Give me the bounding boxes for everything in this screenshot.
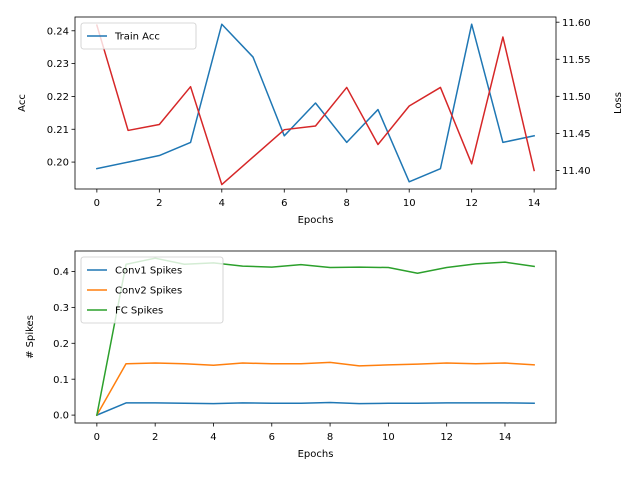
x-tick-label: 2 xyxy=(156,198,162,209)
x-tick-label: 10 xyxy=(382,432,395,443)
y-tick-label: 0.20 xyxy=(47,158,69,169)
x-tick-label: 8 xyxy=(327,432,333,443)
y-tick-label: 0.22 xyxy=(47,92,69,103)
x-tick-label: 14 xyxy=(528,198,541,209)
legend-entry: Train Acc xyxy=(114,32,160,43)
series-line-conv1-spikes xyxy=(95,401,535,417)
y2-tick-label: 11.55 xyxy=(562,55,591,66)
legend-box xyxy=(80,22,197,50)
legend: Conv1 Spikes Conv2 Spikes FC Spikes xyxy=(80,256,224,324)
x-tick-label: 4 xyxy=(210,432,216,443)
y2-tick-label: 11.50 xyxy=(562,92,591,103)
chart-2: 0 2 4 6 8 10 12 14 0.0 0.1 0.2 0.3 0.4 Epochs # Spikes… xyxy=(25,250,557,460)
y2-axis-label: Loss xyxy=(613,92,624,114)
x-axis-label: Epochs xyxy=(298,449,334,460)
x-tick-label: 0 xyxy=(94,198,100,209)
legend-entry: FC Spikes xyxy=(115,306,163,317)
plot-frame xyxy=(74,16,557,190)
legend: Train Acc xyxy=(80,22,197,50)
y2-tick-label: 11.45 xyxy=(562,129,591,140)
chart-1: 0 2 4 6 8 10 12 14 0.20 0.21 0.22 0.23 0.24 11.40 11.4… xyxy=(17,16,624,226)
y-tick-label: 0.1 xyxy=(53,375,69,386)
x-tick-label: 0 xyxy=(94,432,100,443)
x-tick-label: 2 xyxy=(152,432,158,443)
legend-box xyxy=(80,256,224,324)
series-line-conv2-spikes xyxy=(95,361,535,417)
x-tick-label: 10 xyxy=(403,198,416,209)
y-tick-label: 0.23 xyxy=(47,59,69,70)
x-tick-label: 12 xyxy=(440,432,453,443)
x-tick-label: 6 xyxy=(269,432,275,443)
y-tick-label: 0.21 xyxy=(47,125,69,136)
x-tick-label: 4 xyxy=(219,198,225,209)
y-axis-label: Acc xyxy=(17,94,28,112)
x-tick-label: 8 xyxy=(344,198,350,209)
y-tick-label: 0.0 xyxy=(53,411,69,422)
x-tick-label: 6 xyxy=(281,198,287,209)
y-tick-label: 0.3 xyxy=(53,303,69,314)
x-tick-label: 12 xyxy=(465,198,478,209)
legend-entry: Conv2 Spikes xyxy=(115,286,182,297)
x-tick-label: 14 xyxy=(499,432,512,443)
series-line-series-2 xyxy=(95,24,536,186)
y-tick-label: 0.2 xyxy=(53,339,69,350)
series-line-train-acc xyxy=(95,23,536,183)
legend-entry: Conv1 Spikes xyxy=(115,266,182,277)
plot-frame xyxy=(74,250,557,424)
y-tick-label: 0.24 xyxy=(47,26,69,37)
y-tick-label: 0.4 xyxy=(53,267,69,278)
y-axis-label: # Spikes xyxy=(25,315,36,359)
y2-tick-label: 11.40 xyxy=(562,166,591,177)
y2-tick-label: 11.60 xyxy=(562,18,591,29)
x-axis-label: Epochs xyxy=(298,215,334,226)
